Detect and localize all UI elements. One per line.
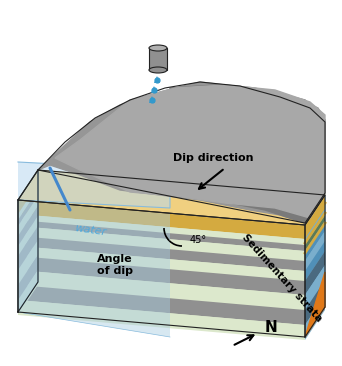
Polygon shape <box>305 209 325 245</box>
Polygon shape <box>18 170 325 225</box>
Polygon shape <box>18 255 38 300</box>
Polygon shape <box>18 162 170 208</box>
Polygon shape <box>18 200 305 239</box>
Polygon shape <box>305 265 325 310</box>
Polygon shape <box>149 96 155 103</box>
Polygon shape <box>18 282 325 337</box>
Polygon shape <box>18 214 305 245</box>
Polygon shape <box>18 220 305 251</box>
Text: Dip direction: Dip direction <box>173 153 253 163</box>
Polygon shape <box>305 195 325 337</box>
Text: water: water <box>74 223 106 237</box>
Polygon shape <box>18 170 38 312</box>
Polygon shape <box>305 241 325 281</box>
Polygon shape <box>154 76 160 83</box>
Polygon shape <box>305 280 325 325</box>
Ellipse shape <box>149 67 167 73</box>
Polygon shape <box>305 215 325 251</box>
Polygon shape <box>18 216 38 256</box>
Polygon shape <box>38 82 325 223</box>
Polygon shape <box>18 170 38 214</box>
Polygon shape <box>18 256 305 295</box>
Polygon shape <box>18 236 305 271</box>
Text: N: N <box>265 321 278 336</box>
Polygon shape <box>18 246 305 281</box>
Polygon shape <box>18 196 38 236</box>
Polygon shape <box>18 300 305 340</box>
Polygon shape <box>305 272 325 337</box>
Polygon shape <box>305 195 325 239</box>
Polygon shape <box>18 270 305 310</box>
Polygon shape <box>18 285 305 325</box>
Bar <box>149 48 167 70</box>
Text: Angle
of dip: Angle of dip <box>97 254 133 276</box>
Polygon shape <box>18 226 305 261</box>
Polygon shape <box>151 86 157 93</box>
Polygon shape <box>55 85 325 218</box>
Polygon shape <box>18 200 305 337</box>
Polygon shape <box>18 184 38 220</box>
Text: 45°: 45° <box>190 235 207 245</box>
Polygon shape <box>18 240 38 285</box>
Text: Sedimentary strata: Sedimentary strata <box>240 232 324 324</box>
Polygon shape <box>18 190 38 226</box>
Polygon shape <box>170 85 325 223</box>
Polygon shape <box>18 270 38 315</box>
Polygon shape <box>18 200 170 337</box>
Polygon shape <box>305 295 325 340</box>
Polygon shape <box>305 221 325 261</box>
Polygon shape <box>18 226 38 270</box>
Polygon shape <box>18 170 38 312</box>
Polygon shape <box>305 251 325 295</box>
Polygon shape <box>305 231 325 271</box>
Ellipse shape <box>149 45 167 51</box>
Polygon shape <box>18 206 38 246</box>
